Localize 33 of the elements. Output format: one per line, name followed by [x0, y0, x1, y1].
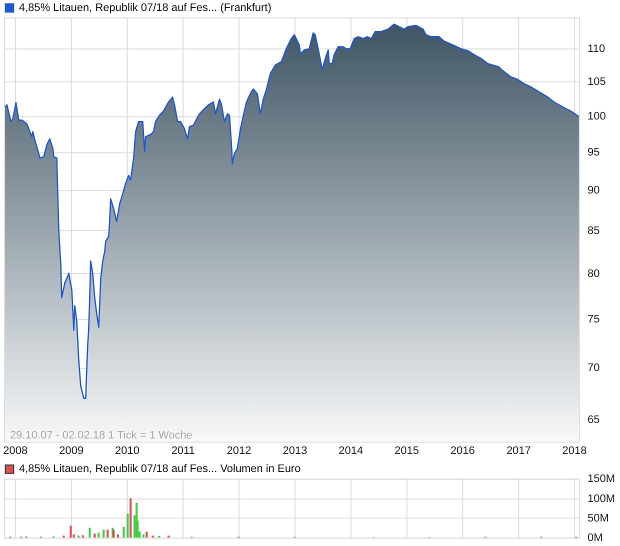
x-tick-label: 2010	[115, 445, 140, 458]
y-tick-label: 80	[588, 268, 600, 280]
x-tick-label: 2009	[59, 445, 84, 458]
y-tick-label: 0M	[588, 532, 603, 544]
bar	[70, 526, 72, 538]
annotation: 29.10.07 - 02.02.18 1 Tick = 1 Woche	[10, 430, 192, 442]
x-tick-label: 2014	[338, 445, 364, 458]
y-tick-label: 100	[588, 110, 606, 122]
y-tick-label: 75	[588, 313, 600, 326]
y-tick-label: 95	[588, 146, 600, 159]
x-tick-label: 2011	[171, 445, 195, 458]
y-tick-label: 65	[588, 414, 600, 426]
y-tick-label: 90	[588, 184, 600, 197]
bar	[130, 498, 132, 538]
y-tick-label: 100M	[588, 492, 616, 505]
y-tick-label: 110	[588, 43, 606, 56]
x-tick-label: 2013	[282, 445, 308, 458]
legend-label: 4,85% Litauen, Republik 07/18 auf Fes... Volumen in Euro	[18, 463, 301, 476]
bar	[106, 530, 109, 538]
x-tick-label: 2015	[394, 445, 419, 458]
y-tick-label: 150M	[588, 473, 616, 486]
x-tick-label: 2008	[3, 445, 28, 458]
y-tick-label: 50M	[588, 512, 609, 524]
x-tick-label: 2016	[450, 445, 475, 458]
x-tick-label: 2017	[506, 445, 531, 458]
y-tick-label: 70	[588, 362, 600, 374]
x-tick-label: 2012	[226, 445, 252, 458]
legend-label: 4,85% Litauen, Republik 07/18 auf Fes... (Frankfurt)	[18, 2, 272, 14]
bar	[94, 534, 96, 538]
y-tick-label: 85	[588, 225, 600, 238]
y-tick-label: 105	[588, 76, 606, 88]
bar	[102, 530, 105, 538]
x-tick-label: 2018	[562, 445, 587, 458]
